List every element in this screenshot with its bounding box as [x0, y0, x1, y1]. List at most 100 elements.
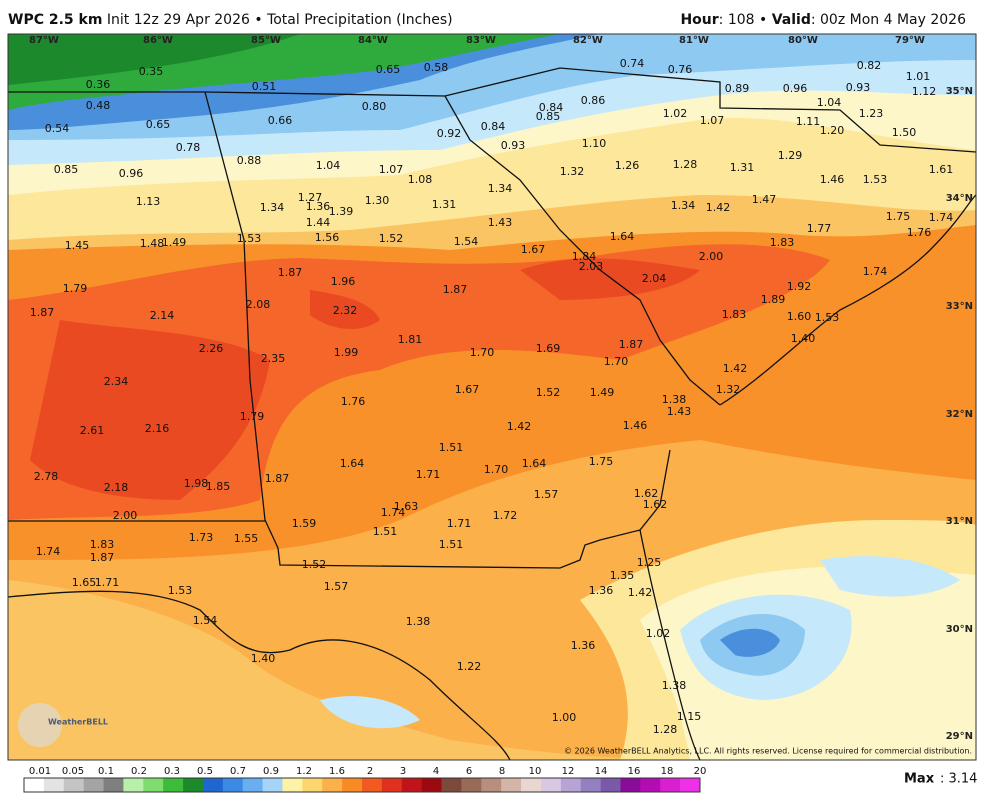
precip-label: 1.42	[706, 201, 731, 214]
precip-label: 1.62	[643, 498, 668, 511]
precip-label: 1.32	[716, 383, 741, 396]
precip-label: 1.57	[324, 580, 349, 593]
colorbar-swatch	[501, 778, 522, 792]
precip-label: 1.72	[493, 509, 518, 522]
precip-label: 1.28	[653, 723, 678, 736]
precip-label: 1.71	[95, 576, 120, 589]
colorbar-swatch	[63, 778, 84, 792]
precip-label: 1.42	[507, 420, 532, 433]
precip-label: 2.14	[150, 309, 175, 322]
precip-label: 1.52	[302, 558, 327, 571]
precip-label: 0.48	[86, 99, 111, 112]
precip-label: 1.26	[615, 159, 640, 172]
precip-label: 1.36	[589, 584, 614, 597]
precip-label: 0.93	[846, 81, 871, 94]
precip-label: 2.61	[80, 424, 105, 437]
precip-label: 1.77	[807, 222, 832, 235]
precip-label: 1.71	[447, 517, 472, 530]
precip-label: 1.07	[700, 114, 725, 127]
colorbar-label: 10	[529, 766, 542, 777]
colorbar-swatch	[680, 778, 701, 792]
colorbar-label: 18	[661, 766, 674, 777]
precip-label: 2.00	[113, 509, 138, 522]
precip-label: 0.76	[668, 63, 693, 76]
value-labels: 0.35 0.36 0.48 0.54 0.65 0.78 0.85 0.96 0.51 0.66…	[30, 57, 954, 736]
precip-label: 1.13	[136, 195, 161, 208]
colorbar-swatch	[600, 778, 621, 792]
colorbar-swatch	[401, 778, 422, 792]
precip-label: 1.83	[90, 538, 115, 551]
precip-label: 2.26	[199, 342, 224, 355]
precip-label: 1.96	[331, 275, 356, 288]
precip-label: 1.11	[796, 115, 821, 128]
precip-label: 1.07	[379, 163, 404, 176]
precip-label: 1.59	[292, 517, 317, 530]
colorbar-swatch	[560, 778, 582, 792]
colorbar-swatch	[83, 778, 104, 792]
precip-label: 1.43	[488, 216, 513, 229]
precip-label: 1.52	[536, 386, 561, 399]
longitude-label: 85°W	[251, 35, 281, 46]
precip-label: 1.46	[623, 419, 648, 432]
precip-label: 0.36	[86, 78, 111, 91]
precip-label: 1.42	[628, 586, 653, 599]
borders	[7, 67, 977, 761]
precip-label: 0.82	[857, 59, 882, 72]
colorbar-label: 2	[367, 766, 373, 777]
colorbar-swatch	[421, 778, 442, 792]
colorbar-swatch	[163, 778, 184, 792]
precip-label: 0.86	[581, 94, 606, 107]
valid-key: Valid	[771, 12, 811, 28]
precip-label: 0.84	[481, 120, 506, 133]
precip-label: 1.63	[394, 500, 419, 513]
colorbar-swatch	[640, 778, 661, 792]
colorbar-swatch	[342, 778, 363, 792]
precip-label: 2.04	[642, 272, 667, 285]
precip-label: 1.36	[571, 639, 596, 652]
colorbar-swatch	[103, 778, 124, 792]
precip-label: 0.84	[539, 101, 564, 114]
precip-field	[8, 34, 976, 760]
precip-label: 2.78	[34, 470, 59, 483]
precip-label: 1.76	[907, 226, 932, 239]
precip-label: 2.34	[104, 375, 129, 388]
precip-label: 1.74	[36, 545, 61, 558]
colorbar-swatch	[481, 778, 502, 792]
precip-label: 0.66	[268, 114, 293, 127]
latitude-label: 35°N	[946, 86, 973, 97]
logo-text: WeatherBELL	[48, 718, 108, 727]
colorbar-frame	[23, 777, 701, 793]
precip-label: 1.87	[619, 338, 644, 351]
colorbar: 0.01 0.05 0.1 0.2 0.3 0.5 0.7 0.9 1.2 1.6 2 3 4 6 8 10 1…	[23, 766, 706, 793]
precip-label: 1.74	[929, 211, 954, 224]
precip-label: 1.39	[329, 205, 354, 218]
longitude-label: 86°W	[143, 35, 173, 46]
latitude-label: 33°N	[946, 301, 973, 312]
precip-label: 0.51	[252, 80, 277, 93]
precip-label: 1.75	[589, 455, 614, 468]
precip-label: 1.25	[637, 556, 662, 569]
colorbar-swatch	[24, 778, 45, 792]
header-right: Hour: 108 • Valid: 00z Mon 4 May 2026	[680, 12, 966, 28]
model-title: WPC 2.5 km	[8, 12, 103, 28]
colorbar-swatch	[242, 778, 263, 792]
precip-label: 1.71	[416, 468, 441, 481]
precip-label: 1.02	[646, 627, 671, 640]
precip-label: 1.42	[723, 362, 748, 375]
latitude-label: 32°N	[946, 409, 973, 420]
precip-label: 2.00	[699, 250, 724, 263]
precip-label: 1.49	[590, 386, 615, 399]
longitude-label: 82°W	[573, 35, 603, 46]
precip-label: 1.22	[457, 660, 482, 673]
precip-label: 1.74	[381, 506, 406, 519]
colorbar-label: 16	[628, 766, 641, 777]
hour-key: Hour	[680, 12, 719, 28]
colorbar-swatch	[143, 778, 164, 792]
colorbar-label: 0.3	[164, 766, 180, 777]
colorbar-label: 0.5	[197, 766, 213, 777]
colorbar-swatch	[202, 778, 224, 792]
precip-label: 1.23	[859, 107, 884, 120]
precip-label: 2.32	[333, 304, 358, 317]
precip-label: 1.65	[72, 576, 97, 589]
precip-label: 1.70	[604, 355, 629, 368]
